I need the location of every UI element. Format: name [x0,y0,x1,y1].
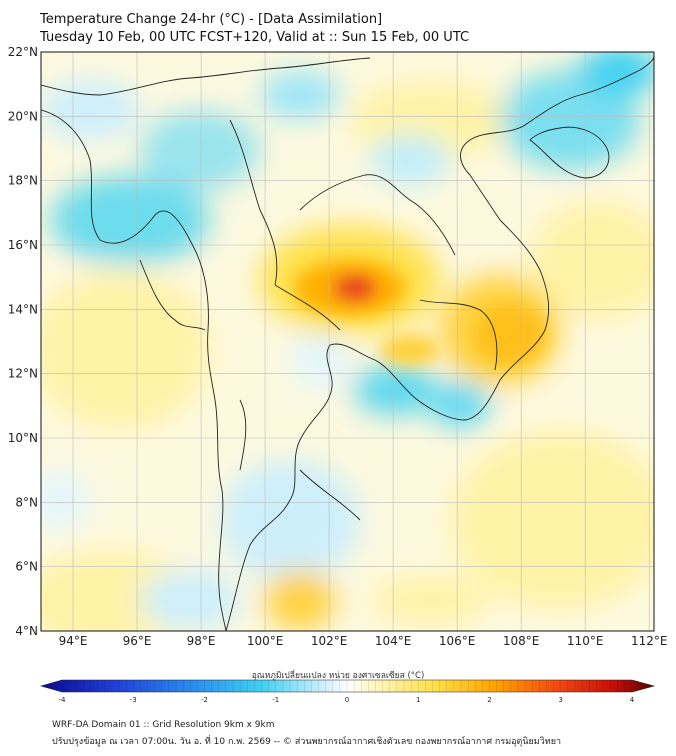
colorbar-tick-label: -3 [130,696,137,704]
latitude-labels: 22°N 20°N 18°N 16°N 14°N 12°N 10°N 8°N 6°N 4°N [8,45,38,638]
lon-label: 110°E [567,634,604,648]
lon-label: 98°E [187,634,216,648]
lon-label: 104°E [375,634,412,648]
colorbar-title: อุณหภูมิเปลี่ยนแปลง หน่วย องศาเซลเซียส (… [251,671,425,681]
colorbar-gradient [39,679,656,693]
footer-model-info: WRF-DA Domain 01 :: Grid Resolution 9km … [52,720,275,730]
colorbar-tick-label: 4 [630,696,635,704]
lat-label: 8°N [15,495,38,509]
chart-title: Temperature Change 24-hr (°C) - [Data As… [40,12,383,27]
temperature-field [41,52,654,631]
chart-subtitle: Tuesday 10 Feb, 00 UTC FCST+120, Valid a… [40,30,470,45]
lon-label: 106°E [439,634,476,648]
longitude-labels: 94°E 96°E 98°E 100°E 102°E 104°E 106°E 108°E 110… [59,634,668,648]
colorbar-tick-label: -4 [59,696,67,704]
lon-label: 100°E [247,634,284,648]
footer-credit: ปรับปรุงข้อมูล ณ เวลา 07:00น. วัน อ. ที่… [52,737,562,747]
lon-label: 108°E [503,634,540,648]
lon-label: 96°E [123,634,152,648]
lat-label: 6°N [15,560,38,574]
colorbar: -4 -3 -2 -1 0 1 2 3 4 [39,679,656,704]
colorbar-tick-label: -1 [272,696,279,704]
lat-label: 10°N [8,431,38,445]
lat-label: 4°N [15,624,38,638]
colorbar-tick-label: 0 [345,696,349,704]
lon-label: 94°E [59,634,88,648]
colorbar-tick-label: 2 [487,696,491,704]
lat-label: 22°N [8,45,38,59]
lon-label: 112°E [631,634,668,648]
map-frame [40,51,655,632]
colorbar-steps [68,680,626,692]
lat-label: 12°N [8,367,38,381]
lon-label: 102°E [311,634,348,648]
coastlines [41,55,654,631]
colorbar-ticks: -4 -3 -2 -1 0 1 2 3 4 [59,696,635,704]
lat-label: 18°N [8,174,38,188]
lat-label: 16°N [8,238,38,252]
colorbar-tick-label: 3 [559,696,563,704]
lat-label: 20°N [8,109,38,123]
colorbar-tick-label: 1 [416,696,420,704]
lat-label: 14°N [8,302,38,316]
colorbar-tick-label: -2 [201,696,208,704]
